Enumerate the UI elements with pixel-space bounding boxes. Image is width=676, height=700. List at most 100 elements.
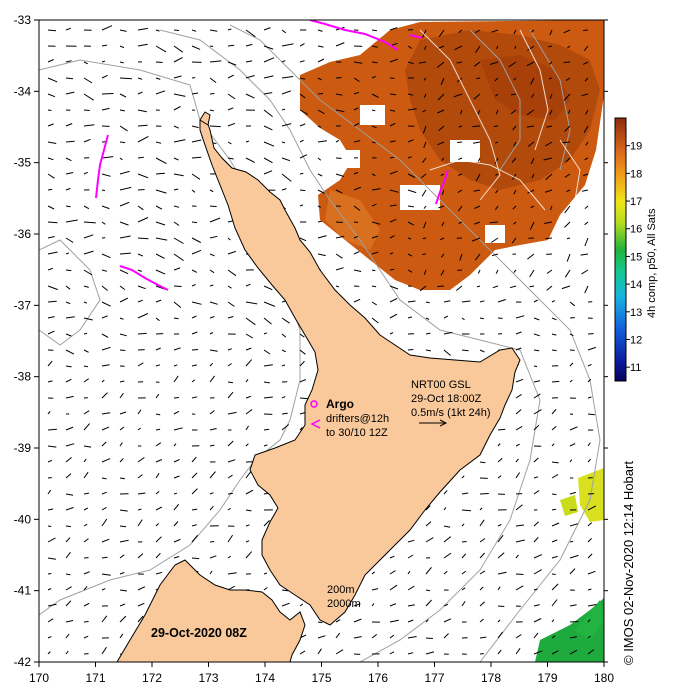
current-arrow xyxy=(426,638,433,639)
current-arrow xyxy=(570,541,573,542)
current-arrow xyxy=(48,526,51,527)
current-arrow xyxy=(66,526,71,527)
colorbar-tick-label: 15 xyxy=(630,251,642,263)
current-arrow xyxy=(567,238,570,239)
current-arrow xyxy=(228,45,234,46)
x-tick-label: 177 xyxy=(424,671,444,685)
current-arrow xyxy=(174,286,182,287)
current-arrow xyxy=(552,574,556,575)
x-tick-label: 170 xyxy=(29,671,49,685)
current-arrow xyxy=(534,366,537,367)
current-arrow xyxy=(84,622,89,623)
current-arrow xyxy=(102,94,114,95)
y-tick-label: -38 xyxy=(14,370,32,384)
current-arrow xyxy=(318,94,323,95)
colorbar-tick-label: 12 xyxy=(630,334,642,346)
argo-line1: drifters@12h xyxy=(326,413,389,425)
current-arrow xyxy=(549,78,552,79)
current-arrow xyxy=(472,126,480,127)
colorbar-tick-label: 19 xyxy=(630,141,642,153)
current-arrow xyxy=(546,238,553,239)
current-arrow xyxy=(408,350,413,351)
current-arrow xyxy=(48,574,51,575)
current-arrow xyxy=(48,301,57,302)
colorbar-tick-label: 18 xyxy=(630,168,642,180)
current-arrow xyxy=(336,78,342,79)
colorbar-tick-label: 13 xyxy=(630,307,642,319)
current-arrow xyxy=(210,206,217,207)
colorbar-tick-label: 17 xyxy=(630,196,642,208)
x-tick-label: 172 xyxy=(142,671,162,685)
x-tick-label: 171 xyxy=(85,671,105,685)
current-arrow xyxy=(48,222,58,223)
map-plot-area xyxy=(39,20,604,662)
current-arrow xyxy=(583,30,588,31)
current-arrow xyxy=(498,429,505,430)
current-line2: 29-Oct 18:00Z xyxy=(411,393,482,405)
current-arrow xyxy=(120,350,125,351)
x-tick-label: 180 xyxy=(594,671,614,685)
current-arrow xyxy=(192,558,199,559)
current-arrow xyxy=(48,30,56,31)
current-arrow xyxy=(210,126,221,127)
current-arrow xyxy=(457,142,462,143)
current-arrow xyxy=(120,526,126,527)
current-arrow xyxy=(84,366,88,367)
colorbar-label: 4h comp, p50, All Sats xyxy=(646,208,658,318)
current-arrow xyxy=(156,173,165,174)
current-arrow xyxy=(426,590,430,591)
x-tick-label: 175 xyxy=(311,671,331,685)
current-arrow xyxy=(120,78,132,79)
current-arrow xyxy=(372,62,378,63)
current-arrow xyxy=(66,78,73,79)
current-arrow xyxy=(66,574,70,575)
current-arrow xyxy=(102,190,105,191)
current-arrow xyxy=(228,493,233,494)
current-arrow xyxy=(138,157,144,158)
current-arrow xyxy=(156,62,163,63)
current-arrow xyxy=(480,494,489,495)
current-arrow xyxy=(210,542,214,543)
current-arrow xyxy=(437,286,444,287)
y-tick-label: -37 xyxy=(14,298,32,312)
current-arrow xyxy=(494,126,498,127)
current-arrow xyxy=(174,30,179,31)
current-line1: NRT00 GSL xyxy=(411,379,471,391)
y-tick-label: -41 xyxy=(14,584,32,598)
x-tick-label: 176 xyxy=(368,671,388,685)
current-arrow xyxy=(552,494,556,495)
x-tick-label: 173 xyxy=(198,671,218,685)
current-arrow xyxy=(174,398,179,399)
current-arrow xyxy=(210,94,214,95)
argo-line2: to 30/10 12Z xyxy=(326,427,388,439)
y-tick-label: -36 xyxy=(14,227,32,241)
current-arrow xyxy=(516,574,523,575)
current-arrow xyxy=(462,542,467,543)
depth-200-label: 200m xyxy=(327,584,355,596)
current-arrow xyxy=(462,350,469,351)
credit-label: © IMOS 02-Nov-2020 12:14 Hobart xyxy=(621,461,636,665)
date-label: 29-Oct-2020 08Z xyxy=(151,626,247,640)
y-tick-label: -35 xyxy=(14,156,32,170)
colorbar-tick-label: 14 xyxy=(630,279,642,291)
current-arrow xyxy=(480,462,485,463)
y-tick-label: -34 xyxy=(14,84,32,98)
current-arrow xyxy=(48,110,51,111)
current-arrow xyxy=(48,189,52,190)
current-arrow xyxy=(120,478,125,479)
current-arrow xyxy=(300,173,303,174)
current-line3: 0.5m/s (1kt 24h) xyxy=(411,407,490,419)
current-arrow xyxy=(138,190,145,191)
current-arrow xyxy=(84,333,87,334)
current-arrow xyxy=(562,142,570,143)
current-arrow xyxy=(138,125,148,126)
colorbar-tick-label: 16 xyxy=(630,224,642,236)
current-arrow xyxy=(120,142,125,143)
current-arrow xyxy=(138,333,147,334)
current-arrow xyxy=(552,381,559,382)
current-arrow xyxy=(210,46,213,47)
current-arrow xyxy=(423,238,426,239)
y-tick-label: -40 xyxy=(14,512,32,526)
